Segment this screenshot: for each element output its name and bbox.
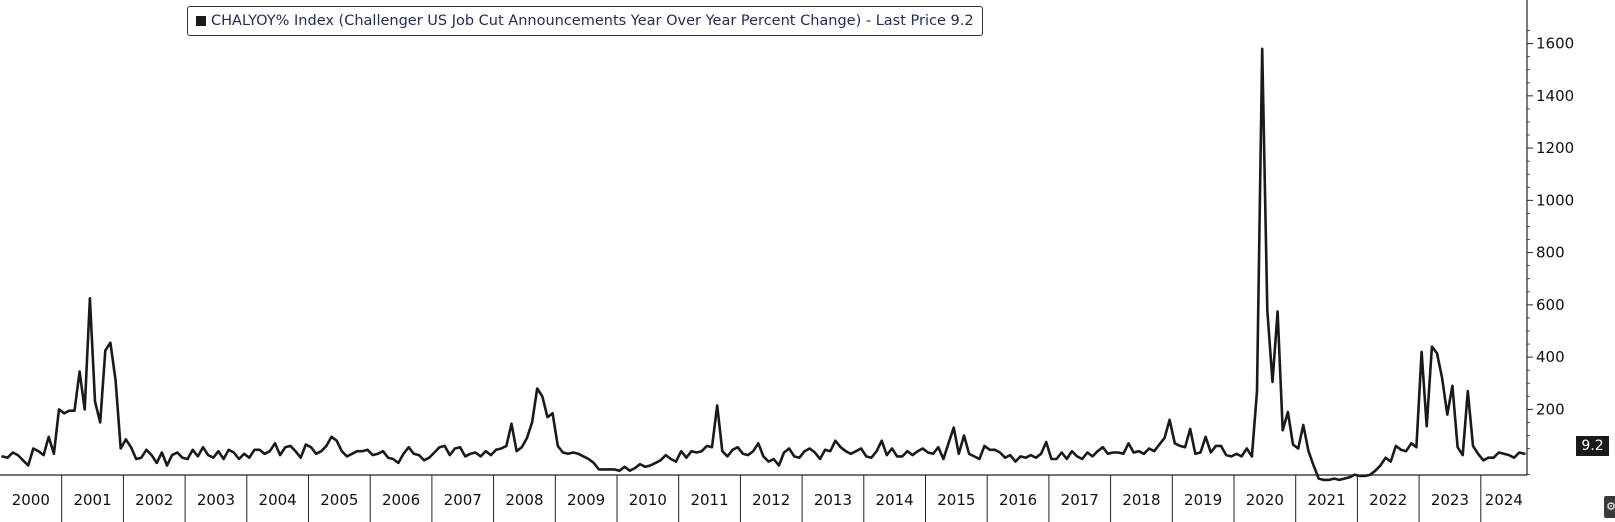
y-tick-label: 600: [1536, 296, 1565, 314]
y-tick-label: 1600: [1536, 35, 1574, 53]
x-tick-label: 2009: [567, 491, 605, 509]
x-tick-label: 2019: [1184, 491, 1222, 509]
x-tick-label: 2010: [629, 491, 667, 509]
x-tick-label: 2008: [505, 491, 543, 509]
x-tick-label: 2017: [1061, 491, 1099, 509]
x-tick-label: 2023: [1431, 491, 1469, 509]
y-tick-label: 200: [1536, 400, 1565, 418]
x-tick-label: 2018: [1122, 491, 1160, 509]
y-tick-label: 400: [1536, 348, 1565, 366]
legend-swatch: [196, 16, 206, 26]
x-tick-label: 2001: [73, 491, 111, 509]
y-tick-label: 1200: [1536, 139, 1574, 157]
x-tick-label: 2012: [752, 491, 790, 509]
x-tick-label: 2021: [1307, 491, 1345, 509]
last-value-badge: 9.2: [1576, 436, 1609, 456]
x-axis: 2000 2001 2002 2003 2004 2005 2006 2007 2008 2009…: [0, 474, 1527, 522]
x-tick-label: 2020: [1246, 491, 1284, 509]
x-tick-label: 2016: [999, 491, 1037, 509]
series-group: [1, 47, 1526, 482]
x-tick-label: 2003: [197, 491, 235, 509]
x-tick-label: 2014: [876, 491, 914, 509]
y-axis: 200 400 600 800 1000 1200 1400 1600: [1526, 0, 1574, 476]
x-tick-label: 2011: [690, 491, 728, 509]
x-tick-label: 2007: [444, 491, 482, 509]
x-tick-label: 2006: [382, 491, 420, 509]
legend-label: CHALYOY% Index (Challenger US Job Cut An…: [211, 13, 974, 29]
x-tick-label: 2002: [135, 491, 173, 509]
options-button[interactable]: ⚙: [1604, 496, 1615, 518]
series-line-chalyoy: [1, 47, 1526, 482]
y-tick-label: 1400: [1536, 87, 1574, 105]
x-tick-label: 2024: [1485, 491, 1523, 509]
x-tick-label: 2000: [12, 491, 50, 509]
x-tick-label: 2013: [814, 491, 852, 509]
chart-legend: CHALYOY% Index (Challenger US Job Cut An…: [187, 6, 983, 36]
x-tick-label: 2005: [320, 491, 358, 509]
x-tick-label: 2022: [1369, 491, 1407, 509]
y-tick-label: 1000: [1536, 191, 1574, 209]
x-tick-label: 2015: [937, 491, 975, 509]
y-tick-label: 800: [1536, 244, 1565, 262]
x-tick-label: 2004: [259, 491, 297, 509]
